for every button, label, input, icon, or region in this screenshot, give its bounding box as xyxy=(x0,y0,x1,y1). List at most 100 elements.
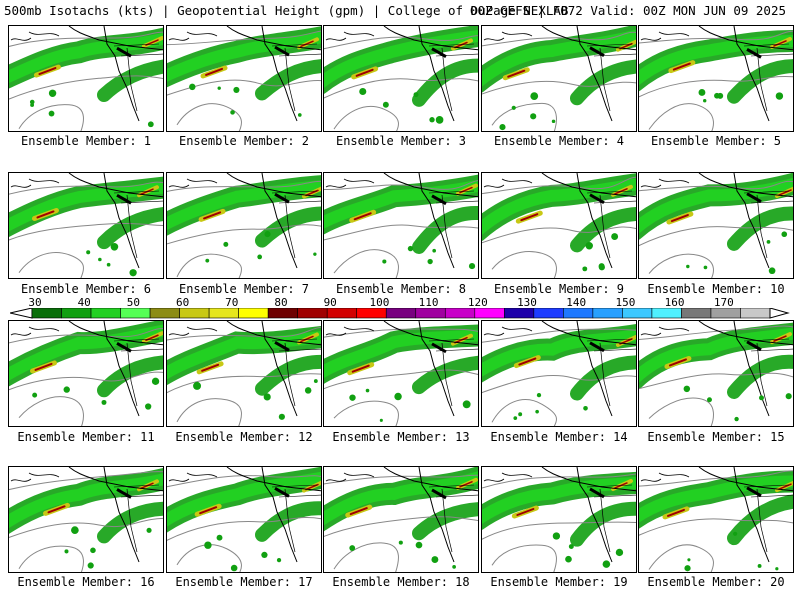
ensemble-member-map xyxy=(323,25,479,132)
ensemble-member-map xyxy=(166,25,322,132)
colorbar-tick-label: 70 xyxy=(225,296,239,309)
jet-stream-map-graphic xyxy=(167,26,321,131)
ensemble-member-map xyxy=(638,466,794,573)
ensemble-member-label: Ensemble Member: 17 xyxy=(175,575,313,589)
jet-stream-map-graphic xyxy=(9,321,163,426)
ensemble-member-map xyxy=(166,466,322,573)
ensemble-member-map xyxy=(8,466,164,573)
jet-stream-map-graphic xyxy=(167,173,321,278)
ensemble-member-map xyxy=(8,25,164,132)
colorbar-swatch xyxy=(208,308,239,319)
colorbar-tick-label: 100 xyxy=(369,296,390,309)
colorbar-swatch xyxy=(238,308,269,319)
chart-header: 500mb Isotachs (kts) | Geopotential Heig… xyxy=(4,3,796,19)
jet-stream-map-graphic xyxy=(482,321,636,426)
jet-stream-map-graphic xyxy=(482,26,636,131)
colorbar-swatch xyxy=(740,308,771,319)
colorbar-swatch xyxy=(504,308,535,319)
colorbar-swatch xyxy=(385,308,417,319)
colorbar-swatch xyxy=(622,308,653,319)
colorbar-swatch xyxy=(297,308,328,319)
ensemble-member-label: Ensemble Member: 14 xyxy=(490,430,628,444)
ensemble-member-label: Ensemble Member: 8 xyxy=(335,282,467,296)
jet-stream-map-graphic xyxy=(482,173,636,278)
ensemble-member-label: Ensemble Member: 7 xyxy=(178,282,310,296)
colorbar-tick-label: 110 xyxy=(418,296,439,309)
colorbar-swatch xyxy=(61,308,92,319)
colorbar-tick-label: 160 xyxy=(664,296,685,309)
ensemble-member-map xyxy=(481,25,637,132)
colorbar-tick-label: 30 xyxy=(28,296,42,309)
ensemble-member-label: Ensemble Member: 11 xyxy=(17,430,155,444)
jet-stream-map-graphic xyxy=(639,26,793,131)
colorbar-swatch xyxy=(356,308,387,319)
ensemble-member-label: Ensemble Member: 18 xyxy=(332,575,470,589)
ensemble-member-label: Ensemble Member: 13 xyxy=(332,430,470,444)
ensemble-member-map xyxy=(8,172,164,279)
ensemble-member-map xyxy=(638,172,794,279)
ensemble-member-label: Ensemble Member: 1 xyxy=(20,134,152,148)
colorbar-swatch xyxy=(415,308,446,319)
ensemble-member-map xyxy=(8,320,164,427)
colorbar-swatch xyxy=(179,308,210,319)
colorbar-tick-label: 40 xyxy=(77,296,91,309)
ensemble-member-map xyxy=(638,25,794,132)
colorbar-tick-label: 90 xyxy=(323,296,337,309)
jet-stream-map-graphic xyxy=(482,467,636,572)
colorbar-swatch xyxy=(326,308,358,319)
colorbar-swatch xyxy=(444,308,476,319)
ensemble-member-map xyxy=(323,466,479,573)
jet-stream-map-graphic xyxy=(9,26,163,131)
colorbar-swatch xyxy=(710,308,741,319)
isotach-colorbar: 30 40 50 60 70 80 90 100 110 120 130 140 150 160 170 xyxy=(10,296,790,320)
jet-stream-map-graphic xyxy=(324,467,478,572)
colorbar-swatch xyxy=(651,308,682,319)
ensemble-member-map xyxy=(323,320,479,427)
jet-stream-map-graphic xyxy=(167,467,321,572)
colorbar-swatch xyxy=(563,308,594,319)
jet-stream-map-graphic xyxy=(9,173,163,278)
jet-stream-map-graphic xyxy=(167,321,321,426)
colorbar-swatches xyxy=(10,308,790,319)
colorbar-swatch xyxy=(90,308,121,319)
ensemble-member-map xyxy=(323,172,479,279)
ensemble-member-label: Ensemble Member: 19 xyxy=(490,575,628,589)
jet-stream-map-graphic xyxy=(9,467,163,572)
colorbar-swatch xyxy=(120,308,151,319)
ensemble-member-label: Ensemble Member: 6 xyxy=(20,282,152,296)
colorbar-swatch xyxy=(592,308,623,319)
ensemble-member-map xyxy=(166,320,322,427)
colorbar-swatch xyxy=(533,308,564,319)
jet-stream-map-graphic xyxy=(324,173,478,278)
ensemble-member-label: Ensemble Member: 15 xyxy=(647,430,785,444)
colorbar-tick-label: 80 xyxy=(274,296,288,309)
colorbar-tick-label: 130 xyxy=(517,296,537,309)
ensemble-member-label: Ensemble Member: 5 xyxy=(650,134,782,148)
ensemble-member-label: Ensemble Member: 16 xyxy=(17,575,155,589)
ensemble-member-label: Ensemble Member: 9 xyxy=(493,282,625,296)
model-run-valid-time: 00Z GEFS | F072 Valid: 00Z MON JUN 09 20… xyxy=(469,3,786,18)
ensemble-member-label: Ensemble Member: 2 xyxy=(178,134,310,148)
ensemble-member-label: Ensemble Member: 20 xyxy=(647,575,785,589)
colorbar-tick-label: 170 xyxy=(713,296,734,309)
jet-stream-map-graphic xyxy=(324,26,478,131)
colorbar-left-arrow xyxy=(10,308,33,319)
ensemble-member-label: Ensemble Member: 4 xyxy=(493,134,625,148)
jet-stream-map-graphic xyxy=(324,321,478,426)
colorbar-swatch xyxy=(31,308,62,319)
jet-stream-map-graphic xyxy=(639,467,793,572)
ensemble-member-map xyxy=(638,320,794,427)
ensemble-member-label: Ensemble Member: 10 xyxy=(647,282,785,296)
ensemble-member-map xyxy=(481,466,637,573)
ensemble-member-map xyxy=(166,172,322,279)
colorbar-right-arrow xyxy=(769,308,790,319)
ensemble-member-label: Ensemble Member: 12 xyxy=(175,430,313,444)
colorbar-tick-label: 60 xyxy=(175,296,190,309)
jet-stream-map-graphic xyxy=(639,173,793,278)
ensemble-member-label: Ensemble Member: 3 xyxy=(335,134,467,148)
product-title: 500mb Isotachs (kts) | Geopotential Heig… xyxy=(4,3,569,18)
colorbar-swatch xyxy=(474,308,505,319)
ensemble-member-map xyxy=(481,320,637,427)
colorbar-tick-label: 150 xyxy=(615,296,636,309)
colorbar-tick-label: 120 xyxy=(467,296,488,309)
